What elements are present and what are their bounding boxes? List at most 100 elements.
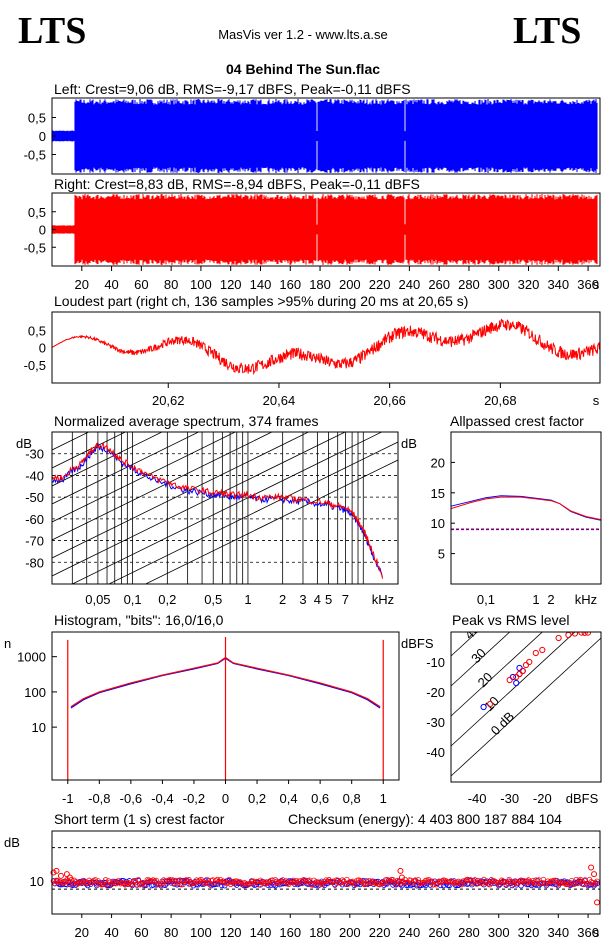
stc-xtick-label: 300: [488, 925, 510, 940]
spectrum-diagonal: [52, 432, 237, 523]
spectrum-xtick-label: 0,2: [158, 592, 176, 607]
waveform-xtick-label: 280: [458, 277, 480, 292]
stc-point-red: [574, 880, 581, 887]
stc-xtick-label: 160: [279, 925, 301, 940]
waveform-xtick-label: 20: [75, 277, 89, 292]
logo-right: LTS: [513, 10, 582, 52]
stc-point-red: [518, 877, 524, 883]
stc-point-red: [67, 881, 73, 888]
stc-xtick-label: 60: [134, 925, 148, 940]
spectrum-ytick-label: -80: [25, 555, 44, 570]
stc-point-red: [540, 876, 547, 883]
pvr-point-red: [578, 632, 585, 636]
waveform-xtick-label: 140: [250, 277, 272, 292]
right-waveform-ytick-label: 0: [39, 223, 46, 238]
waveform-xtick-label: 340: [547, 277, 569, 292]
histogram-xtick-label: -0,4: [151, 791, 173, 806]
waveform-xtick-unit: s: [593, 277, 600, 292]
crest-ylabel: dB: [401, 436, 417, 451]
stc-point-red: [458, 881, 465, 888]
spectrum-plot: [51, 432, 398, 584]
pvr-point-red: [532, 649, 539, 657]
pvr-xtick-label: -40: [468, 791, 487, 806]
stc-point-red: [524, 878, 530, 884]
pvr-ytick-label: -30: [426, 715, 445, 730]
pvr-point-blue: [516, 664, 523, 672]
spectrum-ytick-label: -50: [25, 490, 44, 505]
stc-point-red: [251, 880, 258, 886]
loudest-xtick-label: 20,62: [152, 393, 185, 408]
pvr-point-red: [522, 661, 530, 669]
stc-point-red: [533, 877, 539, 883]
waveform-xtick-label: 120: [220, 277, 242, 292]
spectrum-ytick-label: -60: [25, 512, 44, 527]
pvr-point-red: [571, 632, 579, 637]
stc-point-red: [163, 881, 170, 887]
crest-ytick-label: 15: [431, 486, 445, 501]
waveform-xtick-label: 360: [577, 277, 599, 292]
stc-outlier: [594, 899, 601, 906]
histogram-ylabel: n: [4, 636, 11, 651]
spectrum-xtick-label: 3: [299, 592, 306, 607]
histogram-xtick-label: -0,8: [88, 791, 110, 806]
spectrum-series-red: [52, 442, 383, 579]
histogram-frame: [51, 631, 400, 781]
crest-frame: [450, 431, 602, 585]
stc-xtick-label: 240: [399, 925, 421, 940]
stc-point-red: [592, 879, 599, 886]
stc-point-red: [303, 879, 310, 885]
stc-xtick-label: 140: [250, 925, 272, 940]
histogram-ytick-label: 10: [32, 720, 46, 735]
crest-xtick-label: 2: [547, 592, 554, 607]
loudest-part-title: Loudest part (right ch, 136 samples >95%…: [54, 293, 469, 309]
stc-point-red: [543, 881, 550, 887]
spectrum-xtick-unit: kHz: [372, 592, 394, 607]
stc-point-red: [461, 880, 468, 886]
stc-point-red: [360, 880, 366, 887]
stc-point-red: [385, 879, 392, 886]
pvr-crest-label: 20: [475, 669, 496, 690]
pvr-xtick-label: -20: [533, 791, 552, 806]
spectrum-diagonal: [71, 432, 383, 584]
waveform-xtick-label: 300: [488, 277, 510, 292]
stc-point-red: [318, 880, 325, 886]
histogram-series-red: [70, 656, 381, 708]
spectrum-diagonal: [52, 432, 310, 559]
pvr-ytick-label: -20: [426, 685, 445, 700]
pvr-point-blue: [513, 679, 520, 687]
right-waveform-signal: [51, 194, 598, 265]
spectrum-title: Normalized average spectrum, 374 frames: [54, 413, 319, 429]
stc-ytick-label: 10: [30, 874, 44, 889]
stc-point-red: [272, 877, 279, 883]
stc-point-red: [180, 881, 186, 888]
stc-point-red: [317, 882, 323, 888]
histogram-ytick-label: 1000: [17, 650, 46, 665]
waveform-xtick-label: 320: [518, 277, 540, 292]
spectrum-diagonal: [108, 441, 398, 584]
stc-point-red: [487, 882, 493, 888]
spectrum-diagonal: [52, 432, 273, 541]
spectrum-xtick-label: 0,05: [85, 592, 110, 607]
loudest-ytick-label: 0,5: [28, 323, 46, 338]
loudest-part-signal: [51, 318, 601, 376]
stc-outlier: [398, 874, 405, 881]
spectrum-xtick-label: 1: [244, 592, 251, 607]
stc-point-red: [77, 880, 83, 886]
stc-xtick-label: 260: [428, 925, 450, 940]
crest-ytick-label: 5: [438, 547, 445, 562]
histogram-xtick-label: 0,8: [343, 791, 361, 806]
spectrum-ytick-label: -30: [25, 447, 44, 462]
left-waveform-ytick-label: 0: [39, 129, 46, 144]
stc-xtick-label: 220: [369, 925, 391, 940]
waveform-xtick-label: 220: [369, 277, 391, 292]
stc-point-red: [500, 878, 506, 884]
stc-xtick-label: 20: [75, 925, 89, 940]
pvr-point-red: [519, 667, 526, 675]
stc-point-red: [503, 881, 509, 888]
histogram-xtick-label: 0,6: [311, 791, 329, 806]
stc-xtick-label: 80: [164, 925, 178, 940]
pvr-point-red: [513, 673, 520, 681]
stc-point-red: [262, 881, 268, 887]
waveform-xtick-label: 240: [399, 277, 421, 292]
